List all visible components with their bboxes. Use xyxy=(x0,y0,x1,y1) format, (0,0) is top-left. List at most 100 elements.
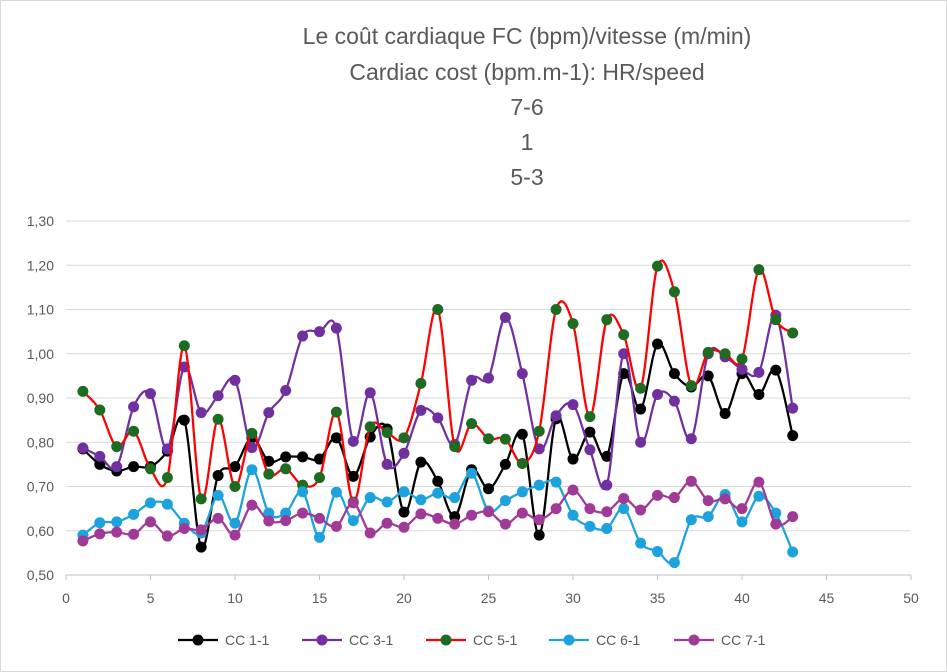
data-point xyxy=(787,430,799,442)
data-point xyxy=(516,428,528,440)
data-point xyxy=(398,486,410,498)
data-point xyxy=(297,330,309,342)
data-point xyxy=(601,523,613,535)
data-point xyxy=(280,451,292,463)
data-point xyxy=(94,528,106,540)
data-point xyxy=(499,458,511,470)
legend-item: CC 7-1 xyxy=(674,632,766,648)
title-line-5: 5-3 xyxy=(510,164,543,190)
data-point xyxy=(398,506,410,518)
data-point xyxy=(601,314,613,326)
data-point xyxy=(432,475,444,487)
legend-item: CC 3-1 xyxy=(302,632,394,648)
data-point xyxy=(787,402,799,414)
data-point xyxy=(516,368,528,380)
x-tick-label: 30 xyxy=(565,590,581,606)
legend-label: CC 7-1 xyxy=(721,632,766,648)
data-point xyxy=(432,304,444,315)
data-point xyxy=(77,442,89,454)
data-point xyxy=(584,411,596,423)
data-point xyxy=(195,524,207,536)
data-point xyxy=(297,507,309,519)
data-point xyxy=(415,508,427,520)
data-point xyxy=(128,425,140,437)
data-point xyxy=(736,363,748,375)
data-point xyxy=(128,508,140,520)
data-point xyxy=(178,340,190,352)
data-point xyxy=(770,314,782,326)
data-point xyxy=(314,326,325,338)
data-point xyxy=(381,496,393,508)
data-point xyxy=(770,364,782,376)
data-point xyxy=(415,494,427,506)
legend-marker xyxy=(440,634,452,646)
data-point xyxy=(449,441,461,453)
data-point xyxy=(128,401,140,413)
data-point xyxy=(668,492,680,504)
data-point xyxy=(584,503,596,515)
legend-marker xyxy=(192,634,204,646)
y-tick-label: 0,70 xyxy=(27,479,54,495)
data-point xyxy=(466,467,478,479)
title-line-2: Cardiac cost (bpm.m-1): HR/speed xyxy=(349,59,704,85)
data-point xyxy=(381,427,393,439)
data-point xyxy=(652,489,663,501)
data-point xyxy=(145,463,156,475)
data-point xyxy=(280,515,292,527)
data-point xyxy=(195,541,207,553)
y-tick-label: 1,00 xyxy=(27,346,54,362)
y-tick-label: 0,90 xyxy=(27,390,54,406)
data-point xyxy=(161,472,173,484)
data-point xyxy=(719,493,731,505)
data-point xyxy=(246,499,258,511)
data-point xyxy=(466,509,478,521)
x-tick-label: 15 xyxy=(312,590,328,606)
data-point xyxy=(533,479,545,491)
data-point xyxy=(567,318,579,330)
series-cc-3-1 xyxy=(77,309,799,491)
data-point xyxy=(364,527,376,539)
data-point xyxy=(668,395,680,407)
data-point xyxy=(111,441,123,453)
data-point xyxy=(466,418,478,430)
data-point xyxy=(567,399,579,411)
legend-item: CC 1-1 xyxy=(178,632,270,648)
data-point xyxy=(702,511,714,523)
data-point xyxy=(652,338,663,350)
data-point xyxy=(347,435,359,447)
axes: 0,50 0,60 0,70 0,80 0,90 1,00 1,10 1,20 1,30 0 5 10… xyxy=(27,213,919,606)
data-point xyxy=(212,512,224,524)
data-point xyxy=(550,476,562,488)
data-point xyxy=(128,528,140,540)
y-tick-label: 1,20 xyxy=(27,257,54,273)
data-point xyxy=(212,489,224,501)
data-point xyxy=(635,504,647,516)
data-point xyxy=(483,506,494,518)
data-point xyxy=(702,346,714,358)
data-point xyxy=(753,264,765,276)
data-point xyxy=(449,518,461,530)
data-point xyxy=(516,457,528,469)
legend-item: CC 6-1 xyxy=(549,632,641,648)
data-point xyxy=(753,388,765,400)
data-point xyxy=(787,511,799,523)
y-tick-label: 1,10 xyxy=(27,302,54,318)
data-point xyxy=(263,468,275,480)
data-point xyxy=(364,387,376,399)
data-point xyxy=(145,497,156,509)
data-point xyxy=(736,503,748,515)
data-point xyxy=(398,432,410,444)
data-point xyxy=(753,490,765,502)
x-tick-label: 50 xyxy=(903,590,919,606)
data-point xyxy=(330,432,342,444)
data-point xyxy=(652,260,663,272)
data-point xyxy=(584,426,596,438)
data-point xyxy=(618,492,630,504)
data-point xyxy=(314,472,325,484)
title-line-1: Le coût cardiaque FC (bpm)/vitesse (m/mi… xyxy=(303,23,752,49)
data-point xyxy=(347,497,359,509)
data-point xyxy=(330,520,342,532)
data-point xyxy=(297,486,309,498)
data-point xyxy=(415,456,427,468)
